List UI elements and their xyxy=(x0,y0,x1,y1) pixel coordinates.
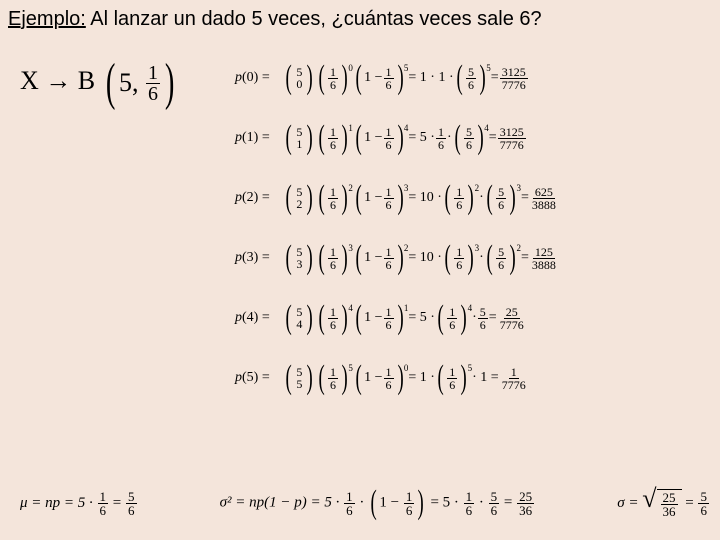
p0-row: p(0) = (50) (16)0 (1 − 16)5 = 1 · 1 · (5… xyxy=(235,55,559,101)
p2-row: p(2) = (52) (16)2 (1 − 16)3 = 10 · (16)2… xyxy=(235,175,559,221)
ejemplo-label: Ejemplo: xyxy=(8,8,86,30)
stddev-sigma: σ = √2536 = 56 xyxy=(617,489,710,518)
title-text: Al lanzar un dado 5 veces, ¿cuántas vece… xyxy=(86,8,542,30)
distribution-notation: X → B (5, 16) xyxy=(20,60,178,106)
variance-sigma2: σ² = np(1 − p) = 5 · 16 · (1 − 16) = 5 ·… xyxy=(220,486,536,520)
p3-row: p(3) = (53) (16)3 (1 − 16)2 = 10 · (16)3… xyxy=(235,235,559,281)
p1-row: p(1) = (51) (16)1 (1 − 16)4 = 5 · 16 · (… xyxy=(235,115,559,161)
mean-mu: μ = np = 5 · 16 = 56 xyxy=(20,490,138,517)
summary-stats: μ = np = 5 · 16 = 56 σ² = np(1 − p) = 5 … xyxy=(20,486,710,520)
probability-equations: p(0) = (50) (16)0 (1 − 16)5 = 1 · 1 · (5… xyxy=(235,55,559,415)
example-title: Ejemplo: Al lanzar un dado 5 veces, ¿cuá… xyxy=(8,8,542,31)
p4-row: p(4) = (54) (16)4 (1 − 16)1 = 5 · (16)4 … xyxy=(235,295,559,341)
p5-row: p(5) = (55) (16)5 (1 − 16)0 = 1 · (16)5 … xyxy=(235,355,559,401)
